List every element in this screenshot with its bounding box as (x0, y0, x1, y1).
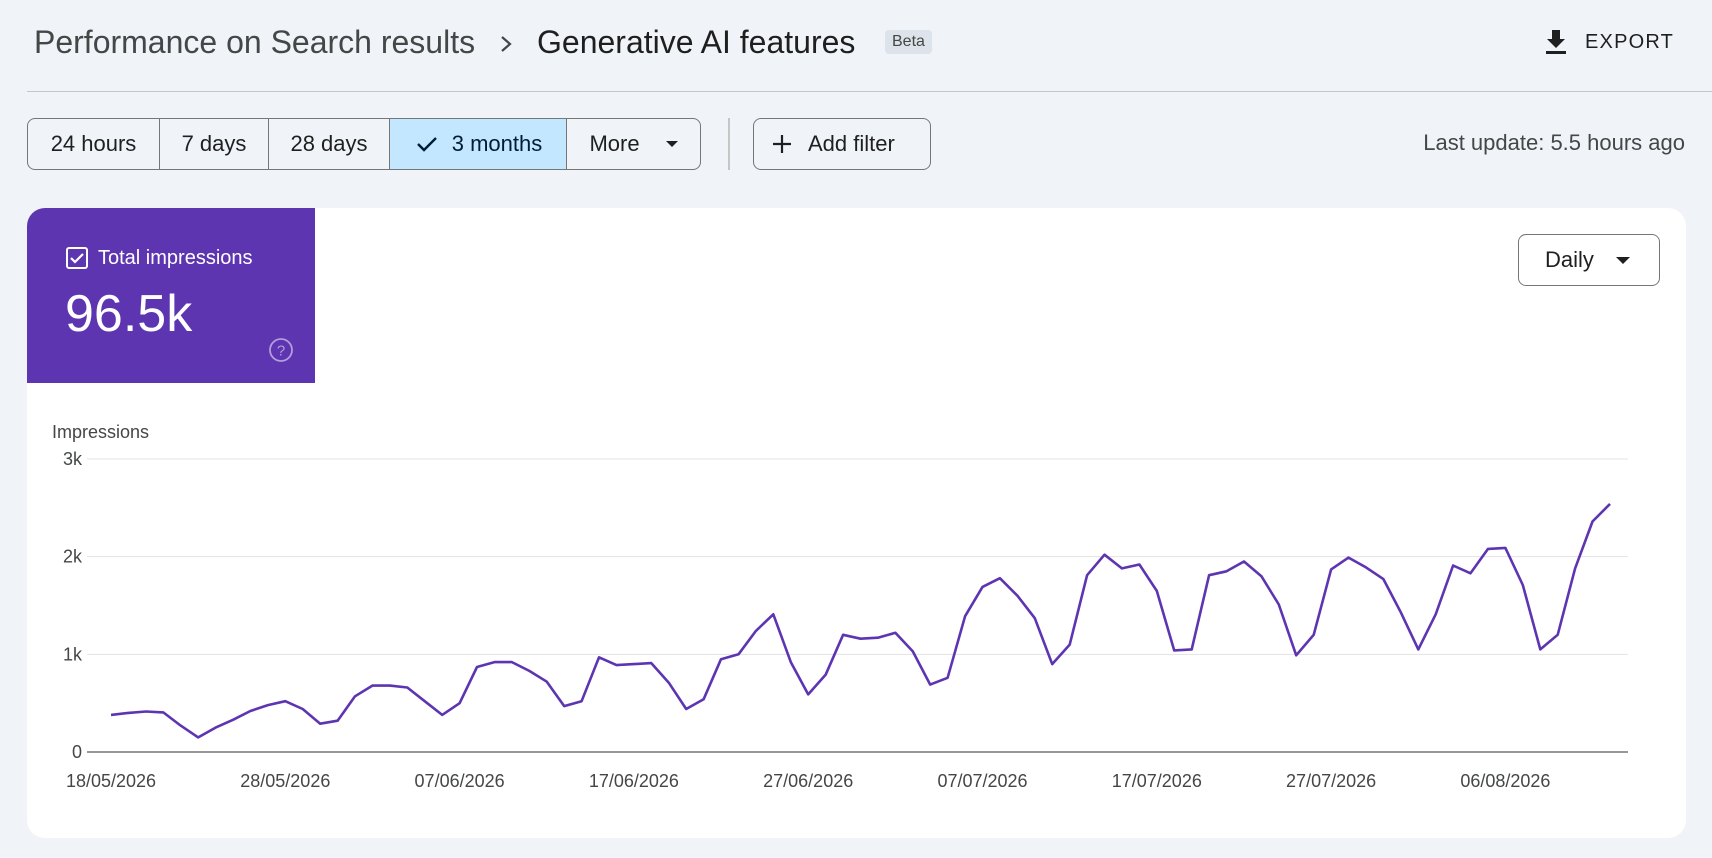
add-filter-label: Add filter (808, 131, 895, 156)
y-tick-label: 1k (63, 644, 83, 664)
plus-icon (773, 135, 791, 153)
range-label: 24 hours (50, 131, 137, 156)
toolbar-divider (728, 118, 730, 170)
impressions-line-chart: Impressions 0 1k 2k 3k 18/05/2026 28/05/2026 07… (52, 422, 1628, 791)
range-label: More (589, 131, 640, 156)
x-tick-label: 27/07/2026 (1286, 771, 1376, 791)
range-28-days-button[interactable]: 28 days (269, 119, 390, 169)
range-7-days-button[interactable]: 7 days (160, 119, 269, 169)
caret-down-icon (1615, 256, 1630, 264)
beta-badge: Beta (885, 30, 932, 54)
x-tick-label: 18/05/2026 (66, 771, 156, 791)
last-update-text: Last update: 5.5 hours ago (1423, 130, 1685, 155)
check-icon (416, 137, 437, 152)
checkbox-checked-icon[interactable] (65, 246, 89, 270)
range-label: 3 months (451, 131, 543, 156)
x-tick-label: 27/06/2026 (763, 771, 853, 791)
breadcrumb-parent-link[interactable]: Performance on Search results (34, 24, 476, 60)
export-button[interactable]: EXPORT (1535, 20, 1680, 64)
x-tick-label: 17/07/2026 (1112, 771, 1202, 791)
svg-text:?: ? (277, 343, 285, 360)
x-tick-label: 06/08/2026 (1460, 771, 1550, 791)
x-tick-label: 07/06/2026 (415, 771, 505, 791)
y-tick-label: 2k (63, 547, 83, 567)
page-title: Generative AI features (537, 24, 856, 60)
total-impressions-tile[interactable]: Total impressions 96.5k ? (27, 208, 315, 383)
granularity-label: Daily (1545, 247, 1594, 272)
y-tick-label: 3k (63, 449, 83, 469)
download-icon (1546, 30, 1566, 54)
range-label: 28 days (290, 131, 368, 156)
granularity-dropdown[interactable]: Daily (1518, 234, 1660, 286)
add-filter-button[interactable]: Add filter (753, 118, 931, 170)
x-tick-label: 07/07/2026 (937, 771, 1027, 791)
y-axis-label: Impressions (52, 422, 149, 442)
help-circle-icon[interactable]: ? (268, 337, 294, 363)
range-label: 7 days (181, 131, 247, 156)
metric-value: 96.5k (65, 285, 193, 343)
range-more-dropdown[interactable]: More (567, 119, 700, 169)
x-tick-label: 17/06/2026 (589, 771, 679, 791)
date-range-selector: 24 hours 7 days 28 days 3 months More (27, 118, 701, 170)
caret-down-icon (665, 141, 678, 147)
x-tick-label: 28/05/2026 (240, 771, 330, 791)
page-header: Performance on Search results Generative… (27, 0, 1712, 92)
export-label: EXPORT (1585, 30, 1675, 53)
range-24-hours-button[interactable]: 24 hours (28, 119, 160, 169)
range-3-months-button[interactable]: 3 months (390, 119, 567, 169)
y-tick-label: 0 (72, 742, 82, 762)
impressions-series-line (110, 502, 1611, 739)
performance-chart-card: Total impressions 96.5k ? Daily Impressi… (27, 208, 1686, 838)
metric-label: Total impressions (98, 247, 253, 269)
chevron-right-icon (501, 36, 512, 52)
